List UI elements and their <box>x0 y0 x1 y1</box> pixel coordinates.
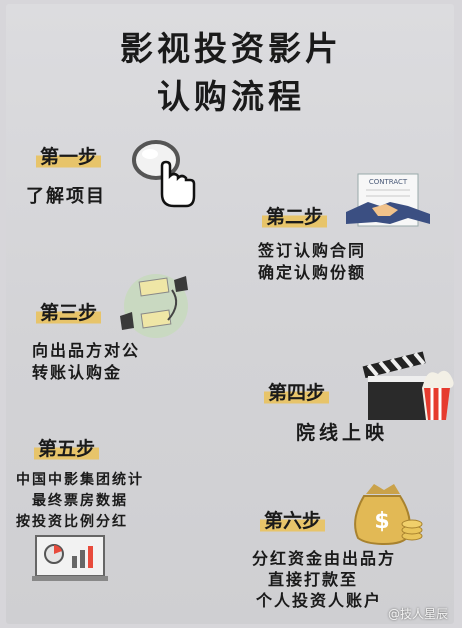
step-3-label: 第三步 <box>36 300 102 326</box>
step-2-desc: 签订认购合同 确定认购份额 <box>258 240 366 284</box>
step-1-desc-line: 了解项目 <box>26 186 106 207</box>
step-4-desc-line: 院线上映 <box>296 422 389 444</box>
step-5-label: 第五步 <box>34 436 100 462</box>
step-6-desc-line: 个人投资人账户 <box>256 591 383 610</box>
step-4-desc: 院线上映 <box>296 422 388 444</box>
step-3-desc: 向出品方对公 转账认购金 <box>32 340 140 384</box>
poster-title-line1: 影视投资影片 <box>120 29 342 68</box>
step-3-desc-line: 转账认购金 <box>32 363 123 382</box>
step-5-desc-line: 按投资比例分红 <box>16 514 128 530</box>
step-6-label: 第六步 <box>260 508 326 534</box>
step-1-label: 第一步 <box>36 144 102 170</box>
watermark: @技人星辰 <box>387 607 448 621</box>
magnifier-hand-icon <box>132 140 196 208</box>
step-5-desc: 中国中影集团统计 最终票房数据 按投资比例分红 <box>16 470 144 533</box>
step-5-desc-line: 最终票房数据 <box>32 493 128 509</box>
poster-title-line2: 认购流程 <box>157 77 305 116</box>
step-3-desc-line: 向出品方对公 <box>32 341 141 360</box>
step-2-desc-line: 确定认购份额 <box>258 263 367 282</box>
step-6-desc: 分红资金由出品方 直接打款至 个人投资人账户 <box>252 548 396 611</box>
step-1-desc: 了解项目 <box>26 186 106 208</box>
clapperboard-popcorn-icon <box>362 351 454 420</box>
step-4-label: 第四步 <box>264 380 330 406</box>
step-6-desc-line: 分红资金由出品方 <box>252 549 397 568</box>
money-bag-coins-icon: $ <box>354 484 423 546</box>
svg-text:$: $ <box>374 509 389 534</box>
step-5-desc-line: 中国中影集团统计 <box>16 472 144 488</box>
step-2-desc-line: 签订认购合同 <box>258 241 367 260</box>
step-6-desc-line: 直接打款至 <box>268 570 359 589</box>
contract-text: CONTRACT <box>369 178 408 186</box>
step-2-label: 第二步 <box>262 204 328 230</box>
money-transfer-icon <box>120 274 188 338</box>
contract-handshake-icon: CONTRACT <box>346 173 430 227</box>
report-chart-icon <box>32 535 108 581</box>
